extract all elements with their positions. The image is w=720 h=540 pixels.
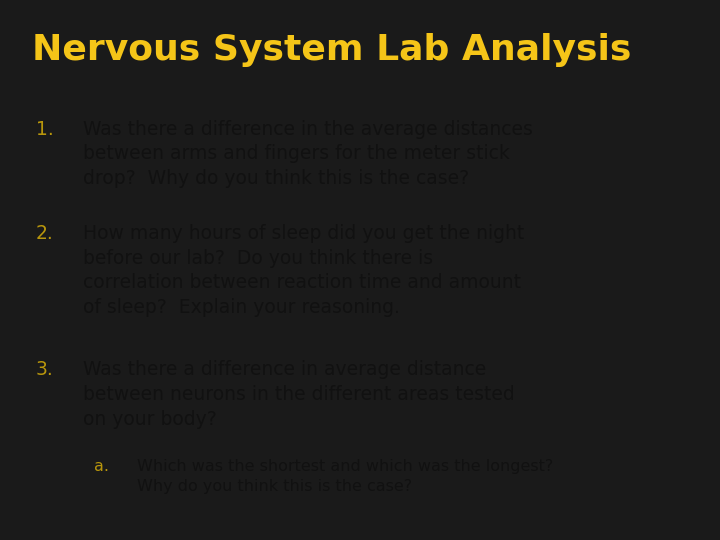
Text: 1.: 1. <box>36 120 54 139</box>
Text: Was there a difference in the average distances
between arms and fingers for the: Was there a difference in the average di… <box>83 120 533 188</box>
Text: How many hours of sleep did you get the night
before our lab?  Do you think ther: How many hours of sleep did you get the … <box>83 224 524 317</box>
Text: Was there a difference in average distance
between neurons in the different area: Was there a difference in average distan… <box>83 360 515 429</box>
Text: 3.: 3. <box>36 360 54 380</box>
Text: 2.: 2. <box>36 224 54 243</box>
Text: a.: a. <box>94 459 109 474</box>
Text: Nervous System Lab Analysis: Nervous System Lab Analysis <box>32 33 631 67</box>
Text: Which was the shortest and which was the longest?
Why do you think this is the c: Which was the shortest and which was the… <box>137 459 553 494</box>
